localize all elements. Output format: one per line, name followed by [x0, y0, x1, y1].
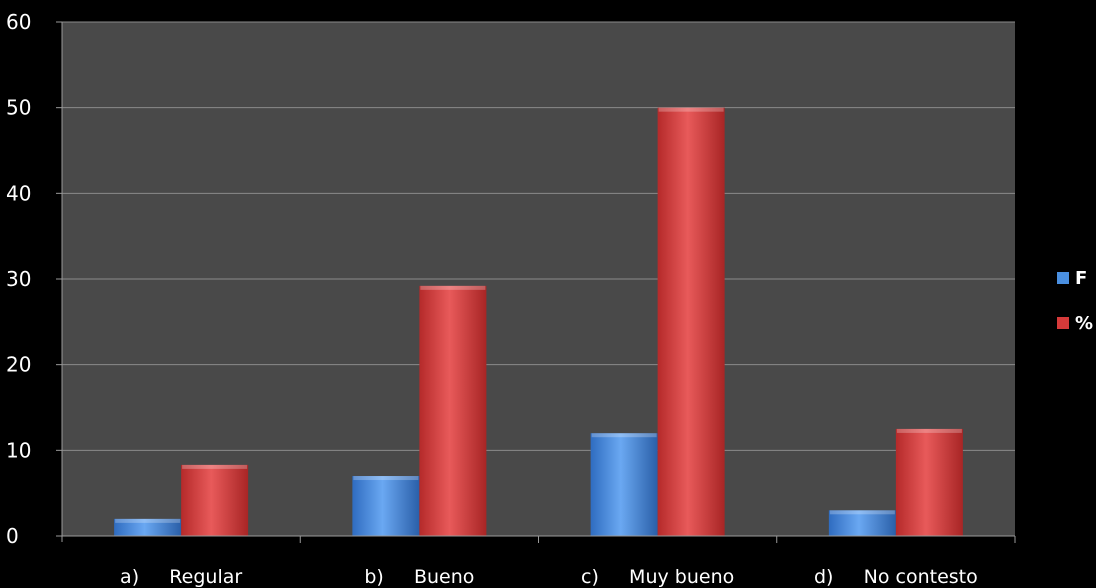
- bar-f: [590, 433, 658, 536]
- category-label: a) Regular: [120, 566, 242, 588]
- bar-bevel: [896, 428, 962, 433]
- category-label: c) Muy bueno: [581, 566, 734, 588]
- y-tick-label: 10: [6, 438, 31, 462]
- y-tick-label: 30: [6, 267, 31, 291]
- category-label: d) No contesto: [814, 566, 978, 588]
- bar-bevel: [420, 285, 486, 290]
- bar-bevel: [658, 107, 724, 112]
- bar-percent: [657, 107, 725, 537]
- y-tick-label: 40: [6, 181, 31, 205]
- bar-percent: [181, 464, 249, 536]
- bar-percent: [895, 428, 963, 536]
- legend-label: %: [1075, 313, 1093, 334]
- bar-bevel: [591, 433, 657, 438]
- bar-f: [114, 518, 182, 536]
- y-tick-label: 0: [6, 524, 19, 548]
- legend-label: F: [1075, 268, 1087, 289]
- category-label: b) Bueno: [364, 566, 474, 588]
- bar-percent: [419, 285, 487, 536]
- bars: [114, 107, 963, 537]
- legend: F%: [1057, 268, 1093, 334]
- legend-swatch: [1057, 272, 1069, 284]
- x-axis: a) Regular b) Bueno c) Muy bueno d) No cont…: [62, 535, 1016, 588]
- bar-bevel: [115, 518, 181, 523]
- y-tick-label: 20: [6, 353, 31, 377]
- y-tick-label: 60: [6, 10, 31, 34]
- gridlines: [62, 21, 1015, 451]
- bar-f: [828, 510, 896, 536]
- y-tick-label: 50: [6, 96, 31, 120]
- legend-swatch: [1057, 317, 1069, 329]
- bar-bevel: [829, 510, 895, 515]
- bar-f: [352, 476, 420, 536]
- bar-bevel: [353, 476, 419, 481]
- bar-bevel: [182, 464, 248, 469]
- y-axis: 0 10 20 30 40 50 60: [6, 10, 63, 548]
